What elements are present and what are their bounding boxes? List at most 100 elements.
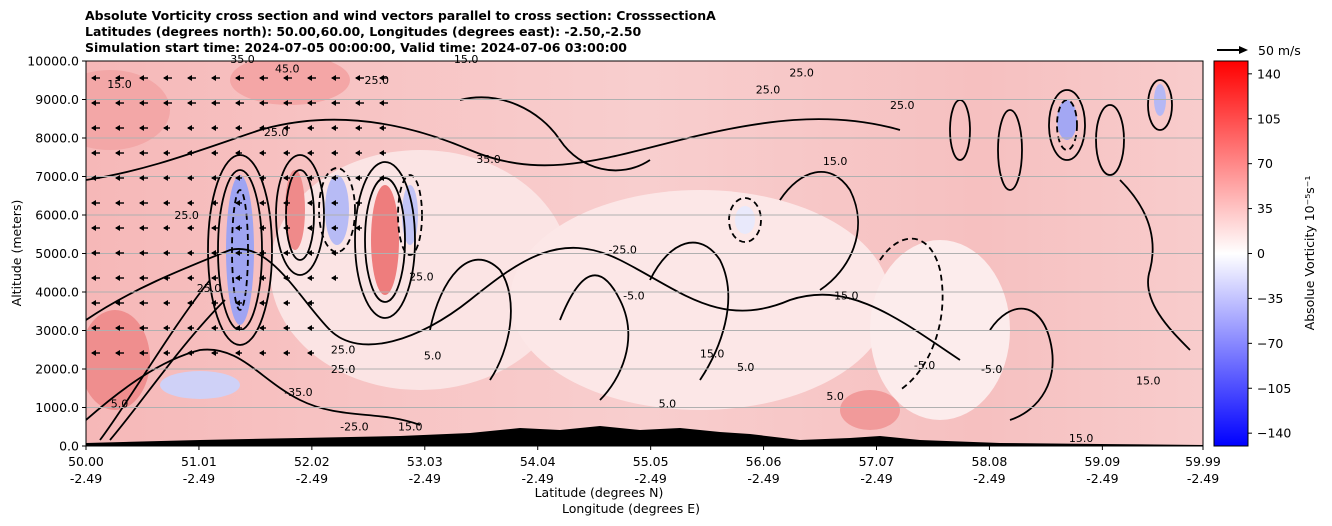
wind-vector-head: [307, 275, 312, 281]
contour-label: 25.0: [364, 74, 389, 87]
wind-vector-head: [283, 75, 288, 81]
wind-vector-head: [91, 150, 96, 156]
wind-vector-head: [331, 250, 336, 256]
contour-label: 25.0: [890, 99, 915, 112]
wind-vector-head: [187, 275, 192, 281]
y-tick-label: 5000.0: [35, 246, 79, 261]
wind-vector-head: [283, 125, 288, 131]
contour-label: -5.0: [914, 359, 935, 372]
contour-label: 15.0: [1069, 432, 1094, 445]
y-tick-label: 6000.0: [35, 208, 79, 223]
wind-vector-head: [331, 100, 336, 106]
colorbar-tick-label: −35: [1257, 291, 1283, 306]
colorbar-tick-label: −70: [1257, 336, 1283, 351]
wind-vector-head: [283, 150, 288, 156]
wind-vector-head: [259, 225, 264, 231]
weak-vorticity-area: [510, 190, 890, 410]
wind-vector-head: [211, 275, 216, 281]
x-tick-label-lat: 58.08: [972, 454, 1008, 469]
contour-label: 5.0: [424, 349, 442, 362]
wind-vector-head: [187, 200, 192, 206]
wind-vector-head: [187, 325, 192, 331]
wind-vector-head: [139, 325, 144, 331]
wind-vector-head: [187, 300, 192, 306]
wind-vector-head: [163, 100, 168, 106]
wind-vector-head: [163, 125, 168, 131]
wind-vector-head: [235, 325, 240, 331]
chart-title-line-2: Latitudes (degrees north): 50.00,60.00, …: [85, 24, 642, 39]
negative-vorticity-core: [160, 371, 240, 399]
wind-vector-head: [283, 175, 288, 181]
wind-vector-head: [283, 100, 288, 106]
contour-label: 5.0: [111, 398, 129, 411]
x-tick-label-lon: -2.49: [70, 471, 102, 486]
wind-vector-head: [91, 200, 96, 206]
y-tick-label: 0.0: [59, 439, 79, 454]
wind-vector-head: [163, 300, 168, 306]
y-tick-label: 10000.0: [27, 54, 79, 69]
negative-vorticity-core: [735, 206, 755, 234]
wind-vector-head: [91, 300, 96, 306]
wind-vector-head: [235, 225, 240, 231]
contour-label: 25.0: [331, 344, 356, 357]
contour-label: 25.0: [197, 282, 222, 295]
x-tick-label-lat: 59.99: [1185, 454, 1221, 469]
contour-label: 15.0: [823, 155, 848, 168]
wind-vector-head: [331, 150, 336, 156]
y-tick-label: 3000.0: [35, 323, 79, 338]
wind-vector-head: [187, 175, 192, 181]
wind-vector-head: [139, 300, 144, 306]
x-tick-label-lat: 56.06: [746, 454, 782, 469]
strong-vorticity-area: [285, 170, 305, 250]
wind-vector-head: [307, 200, 312, 206]
x-tick-label-lon: -2.49: [1187, 471, 1219, 486]
y-tick-label: 8000.0: [35, 131, 79, 146]
wind-vector-head: [139, 75, 144, 81]
wind-vector-head: [355, 200, 360, 206]
wind-vector-head: [163, 350, 168, 356]
x-axis-ticks: 50.00 -2.49 51.01 -2.49 52.02 -2.49 53.03 -2.49…: [68, 446, 1221, 486]
contour-label: 15.0: [700, 347, 725, 360]
wind-vector-head: [187, 125, 192, 131]
wind-vector-head: [355, 225, 360, 231]
wind-vector-head: [307, 300, 312, 306]
wind-vector-head: [115, 225, 120, 231]
wind-vector-head: [91, 125, 96, 131]
colorbar-tick-label: 35: [1257, 201, 1273, 216]
contour-label: 5.0: [737, 361, 755, 374]
wind-vector-head: [259, 150, 264, 156]
wind-vector-head: [235, 150, 240, 156]
wind-vector-head: [283, 350, 288, 356]
wind-vector-head: [115, 150, 120, 156]
negative-vorticity-core: [325, 175, 349, 245]
wind-vector-head: [115, 300, 120, 306]
contour-label: 45.0: [275, 63, 300, 76]
x-tick-label-lat: 59.09: [1084, 454, 1120, 469]
wind-vector-head: [139, 150, 144, 156]
wind-vector-head: [211, 125, 216, 131]
wind-vector-head: [259, 75, 264, 81]
x-tick-label-lon: -2.49: [296, 471, 328, 486]
wind-vector-head: [283, 275, 288, 281]
wind-vector-head: [91, 100, 96, 106]
y-tick-label: 2000.0: [35, 362, 79, 377]
wind-vector-head: [91, 275, 96, 281]
wind-vector-head: [259, 125, 264, 131]
contour-label: -25.0: [608, 244, 636, 257]
wind-vector-head: [331, 225, 336, 231]
wind-vector-head: [307, 225, 312, 231]
quiver-key-label: 50 m/s: [1258, 43, 1301, 58]
wind-vector-head: [211, 200, 216, 206]
quiver-key: 50 m/s: [1217, 43, 1301, 58]
wind-vector-head: [139, 225, 144, 231]
wind-vector-head: [259, 300, 264, 306]
wind-vector-head: [139, 350, 144, 356]
contour-label: 25.0: [409, 270, 434, 283]
x-tick-label-lon: -2.49: [183, 471, 215, 486]
x-tick-label-lat: 50.00: [68, 454, 104, 469]
wind-vector-head: [355, 100, 360, 106]
wind-vector-head: [187, 250, 192, 256]
wind-vector-head: [307, 150, 312, 156]
terrain-silhouette: [86, 426, 1203, 446]
